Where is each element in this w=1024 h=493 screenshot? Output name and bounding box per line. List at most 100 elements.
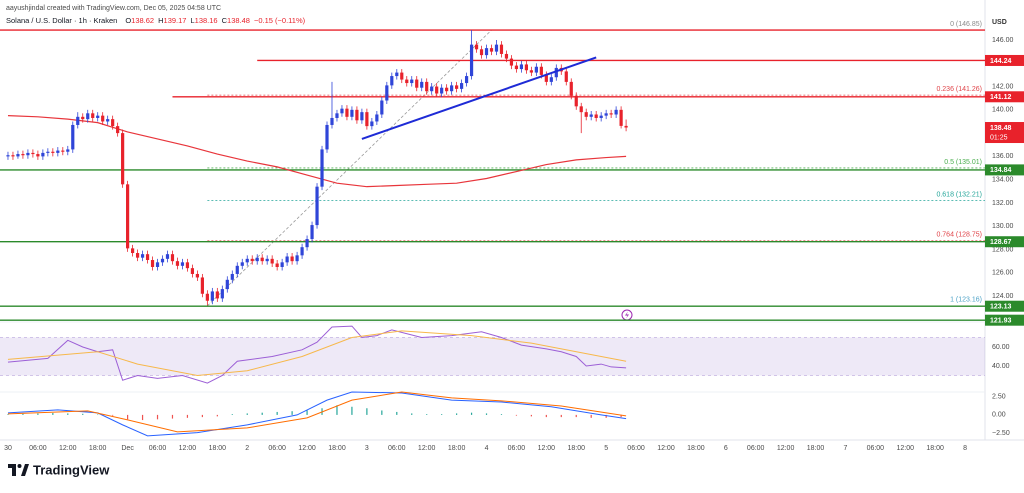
histogram-bar (127, 414, 129, 420)
y-tick-label: 60.00 (992, 344, 1010, 351)
x-tick-label: Dec (121, 445, 134, 452)
x-tick-label: 12:00 (538, 445, 556, 452)
candle-body (56, 150, 60, 153)
x-tick-label: 18:00 (687, 445, 705, 452)
histogram-bar (530, 414, 532, 417)
x-tick-label: 7 (843, 445, 847, 452)
x-tick-label: 18:00 (89, 445, 107, 452)
fib-label: 0.236 (141.26) (936, 86, 982, 93)
candle-body (41, 152, 45, 157)
trend-line (361, 56, 597, 140)
x-tick-label: 18:00 (807, 445, 825, 452)
candle-body (584, 112, 588, 117)
candle-body (499, 44, 504, 54)
y-tick-label: 40.00 (992, 363, 1010, 370)
candle-body (609, 113, 613, 115)
candle-body (71, 124, 75, 150)
candle-body (255, 257, 259, 262)
histogram-bar (216, 414, 218, 417)
candle-body (180, 262, 185, 266)
y-tick-label: 128.00 (992, 246, 1014, 253)
rsi-band (0, 337, 985, 376)
candle-body (81, 116, 85, 120)
level-badge: 128.67 (990, 239, 1012, 246)
histogram-bar (261, 412, 263, 415)
candle-body (604, 113, 608, 116)
candle-body (195, 273, 199, 278)
x-tick-label: 06:00 (627, 445, 645, 452)
candle-body (61, 150, 65, 152)
brand-logo[interactable] (8, 464, 29, 476)
candle-body (554, 67, 558, 78)
brand-name[interactable]: TradingView (33, 462, 110, 477)
candle-body (509, 58, 514, 66)
y-tick-label: 124.00 (992, 293, 1014, 300)
ohlc-value: 138.16 (195, 16, 218, 25)
candle-body (130, 248, 135, 254)
candle-body (265, 258, 269, 262)
histogram-bar (456, 413, 458, 415)
candle-body (31, 152, 35, 155)
histogram-bar (82, 413, 84, 415)
histogram-bar (291, 411, 293, 415)
histogram-bar (485, 413, 488, 415)
x-tick-label: 06:00 (867, 445, 885, 452)
level-badge: 141.12 (990, 94, 1012, 101)
candle-body (345, 108, 349, 117)
candle-body (111, 119, 115, 127)
fib-label: 0.764 (128.75) (936, 232, 982, 239)
histogram-bar (22, 413, 24, 415)
candle-body (51, 151, 55, 153)
ohlc-value: 138.48 (227, 16, 250, 25)
price-badge-bg (985, 122, 1024, 144)
level-badge-bg (985, 54, 1024, 66)
alert-icon[interactable] (621, 309, 633, 321)
histogram-bar (560, 414, 562, 418)
candle-body (459, 83, 464, 89)
candle-body (91, 113, 95, 118)
candle-body (524, 64, 528, 71)
candle-body (624, 125, 628, 128)
candle-body (479, 49, 484, 56)
histogram-bar (141, 414, 144, 421)
candle-body (330, 117, 334, 125)
ohlc-letter: L (190, 16, 194, 25)
histogram-bar (246, 413, 248, 415)
candle-body (210, 291, 214, 301)
candle-body (574, 95, 578, 107)
candle-body (435, 86, 439, 94)
rsi-line (7, 325, 627, 384)
candle-body (155, 262, 160, 267)
candle-body (205, 293, 209, 301)
histogram-bar (381, 410, 383, 415)
fib-label: 0.5 (135.01) (944, 159, 982, 166)
histogram-bar (67, 413, 69, 415)
x-tick-label: 18:00 (209, 445, 227, 452)
x-tick-label: 6 (724, 445, 728, 452)
candle-body (440, 87, 444, 94)
histogram-bar (7, 414, 9, 415)
candle-body (464, 76, 469, 84)
candle-body (135, 253, 140, 258)
candle-body (365, 112, 369, 127)
fib-anchor-line (207, 29, 492, 307)
candle-body (11, 155, 15, 157)
x-tick-label: 12:00 (298, 445, 316, 452)
histogram-bar (351, 406, 353, 415)
candle-body (539, 66, 543, 75)
y-tick-label: 130.00 (992, 223, 1014, 230)
candle-body (250, 258, 254, 262)
x-tick-label: 06:00 (149, 445, 167, 452)
candle-body (160, 258, 165, 263)
histogram-bar (620, 414, 622, 418)
histogram-bar (336, 405, 338, 415)
histogram-bar (52, 413, 54, 415)
candle-body (230, 273, 234, 280)
candle-body (310, 225, 314, 240)
y-tick-label: 142.00 (992, 83, 1014, 90)
x-tick-label: 18:00 (926, 445, 944, 452)
candle-body (16, 154, 20, 157)
candle-body (170, 254, 175, 262)
candle-body (320, 149, 324, 187)
